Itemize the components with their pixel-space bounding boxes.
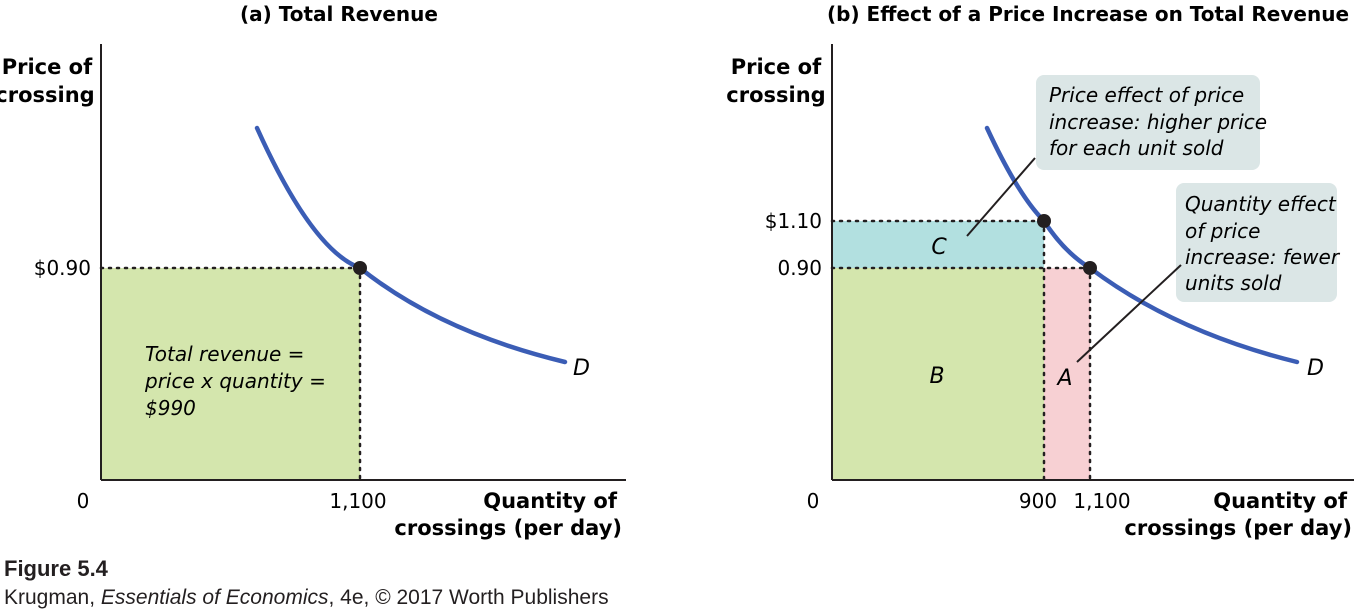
panel-a: (a) Total Revenue Price of crossing D $0… xyxy=(0,2,626,540)
panel-b-title: (b) Effect of a Price Increase on Total … xyxy=(827,2,1349,26)
quantity-effect-callout-line2: of price xyxy=(1185,219,1260,243)
panel-b-demand-curve xyxy=(984,125,1300,365)
panel-a-xtick-1100: 1,100 xyxy=(329,489,386,513)
panel-a-annotation-line3: $990 xyxy=(145,396,196,420)
panel-a-xlabel-line1: Quantity of xyxy=(483,489,618,513)
source-author: Krugman, xyxy=(4,586,101,609)
price-effect-callout-line2: increase: higher price xyxy=(1049,110,1267,134)
panel-b: (b) Effect of a Price Increase on Total … xyxy=(726,2,1354,540)
panel-b-ytick-110: $1.10 xyxy=(765,209,822,233)
panel-a-point xyxy=(353,261,367,275)
panel-a-title: (a) Total Revenue xyxy=(240,2,438,26)
panel-b-ytick-090: 0.90 xyxy=(777,256,822,280)
source-rest: , 4e, © 2017 Worth Publishers xyxy=(328,586,609,609)
price-effect-callout-box xyxy=(1036,75,1260,170)
price-effect-pointer xyxy=(966,157,1036,237)
figure-source: Krugman, Essentials of Economics, 4e, © … xyxy=(4,586,609,610)
panel-b-xlabel-line2: crossings (per day) xyxy=(1124,516,1352,540)
panel-a-ylabel-line1: Price of xyxy=(2,55,93,79)
quantity-effect-callout-box xyxy=(1176,183,1337,302)
panel-b-curve-label: D xyxy=(1307,356,1324,381)
panel-b-region-a-label: A xyxy=(1055,366,1072,391)
panel-a-origin: 0 xyxy=(77,489,90,513)
figure-svg: (a) Total Revenue Price of crossing D $0… xyxy=(0,2,1354,540)
panel-b-xlabel-line1: Quantity of xyxy=(1213,489,1348,513)
quantity-effect-callout-line4: units sold xyxy=(1185,271,1282,295)
panel-b-region-c-label: C xyxy=(931,235,947,260)
panel-a-xlabel-line2: crossings (per day) xyxy=(394,516,622,540)
figure-number: Figure 5.4 xyxy=(4,556,108,581)
panel-b-xtick-1100: 1,100 xyxy=(1073,489,1130,513)
panel-a-ylabel-line2: crossing xyxy=(0,83,95,107)
panel-b-region-b xyxy=(832,268,1044,480)
panel-a-annotation-line1: Total revenue = xyxy=(145,342,304,366)
quantity-effect-callout-line3: increase: fewer xyxy=(1185,245,1341,269)
panel-a-revenue-region xyxy=(101,268,360,480)
panel-b-region-b-label: B xyxy=(929,364,944,389)
price-effect-callout-line3: for each unit sold xyxy=(1049,136,1224,160)
source-book: Essentials of Economics xyxy=(100,586,329,609)
panel-b-xtick-900: 900 xyxy=(1019,489,1057,513)
panel-b-ylabel-line1: Price of xyxy=(731,55,822,79)
panel-b-point-1100 xyxy=(1083,261,1097,275)
panel-b-ylabel-line2: crossing xyxy=(726,83,825,107)
panel-b-point-900 xyxy=(1037,214,1051,228)
panel-b-region-c xyxy=(832,221,1044,268)
price-effect-callout-line1: Price effect of price xyxy=(1049,83,1244,107)
panel-a-curve-label: D xyxy=(573,356,590,381)
panel-b-origin: 0 xyxy=(807,489,820,513)
panel-a-ytick-090: $0.90 xyxy=(34,256,91,280)
quantity-effect-callout-line1: Quantity effect xyxy=(1185,192,1337,216)
panel-a-annotation-line2: price x quantity = xyxy=(144,369,326,393)
quantity-effect-pointer xyxy=(1076,264,1182,363)
panel-b-region-a xyxy=(1044,268,1090,480)
